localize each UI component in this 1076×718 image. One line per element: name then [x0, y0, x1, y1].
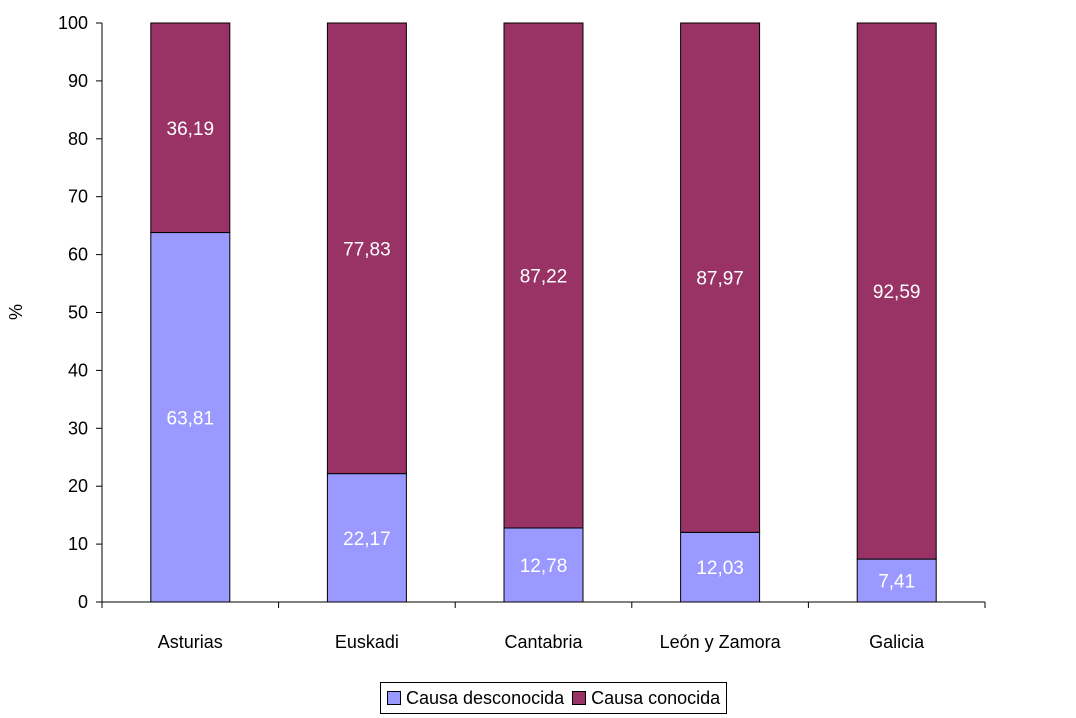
y-tick-label: 10 — [68, 534, 88, 554]
labels: 63,81 36,19 Asturias 22,17 77,83 Euskadi 12,78… — [158, 119, 925, 652]
x-category-label: Cantabria — [504, 632, 583, 652]
data-label: 7,41 — [878, 572, 915, 593]
data-label: 87,97 — [696, 269, 744, 290]
legend-item: Causa desconocida — [387, 688, 564, 709]
x-category-label: Galicia — [869, 632, 925, 652]
bars — [150, 22, 937, 603]
bar-segment-conocida — [680, 22, 761, 533]
data-label: 22,17 — [343, 529, 391, 550]
x-category-label: Euskadi — [335, 632, 399, 652]
legend-swatch — [387, 691, 401, 705]
legend-label: Causa desconocida — [406, 687, 565, 708]
y-tick-label: 90 — [68, 71, 88, 91]
bar-segment-conocida — [856, 22, 937, 560]
legend-label: Causa conocida — [591, 687, 721, 708]
bar-segment-desconocida — [680, 531, 761, 603]
bar-segment-conocida — [150, 22, 231, 234]
data-label: 77,83 — [343, 239, 391, 260]
x-category-label: Asturias — [158, 632, 223, 652]
data-label: 36,19 — [167, 119, 215, 140]
bar-segment-desconocida — [150, 232, 231, 603]
bar-segment-desconocida — [503, 527, 584, 603]
bar-segment-conocida — [503, 22, 584, 529]
y-tick-label: 70 — [68, 187, 88, 207]
bar-segment-conocida — [326, 22, 407, 475]
stacked-bar-chart: 0 10 20 30 40 50 60 70 80 90 100 63,81 36,19 Asturia… — [6, 13, 986, 652]
y-axis-title: % — [6, 304, 26, 320]
legend-item: Causa conocida — [572, 688, 720, 709]
y-tick-label: 20 — [68, 476, 88, 496]
data-label: 87,22 — [520, 267, 568, 288]
x-category-label: León y Zamora — [660, 632, 782, 652]
data-label: 92,59 — [873, 282, 921, 303]
data-label: 12,78 — [520, 556, 568, 577]
y-tick-label: 40 — [68, 360, 88, 380]
bar-segment-desconocida — [326, 473, 407, 603]
legend-swatch — [572, 691, 587, 705]
data-label: 12,03 — [696, 558, 744, 579]
legend: Causa desconocida Causa conocida — [380, 682, 728, 714]
axes: 0 10 20 30 40 50 60 70 80 90 100 — [58, 13, 986, 612]
y-tick-label: 0 — [78, 592, 88, 612]
y-tick-label: 60 — [68, 245, 88, 265]
y-tick-label: 80 — [68, 129, 88, 149]
y-tick-label: 50 — [68, 303, 88, 323]
y-tick-label: 100 — [58, 13, 88, 33]
data-label: 63,81 — [167, 408, 215, 429]
y-tick-label: 30 — [68, 418, 88, 438]
